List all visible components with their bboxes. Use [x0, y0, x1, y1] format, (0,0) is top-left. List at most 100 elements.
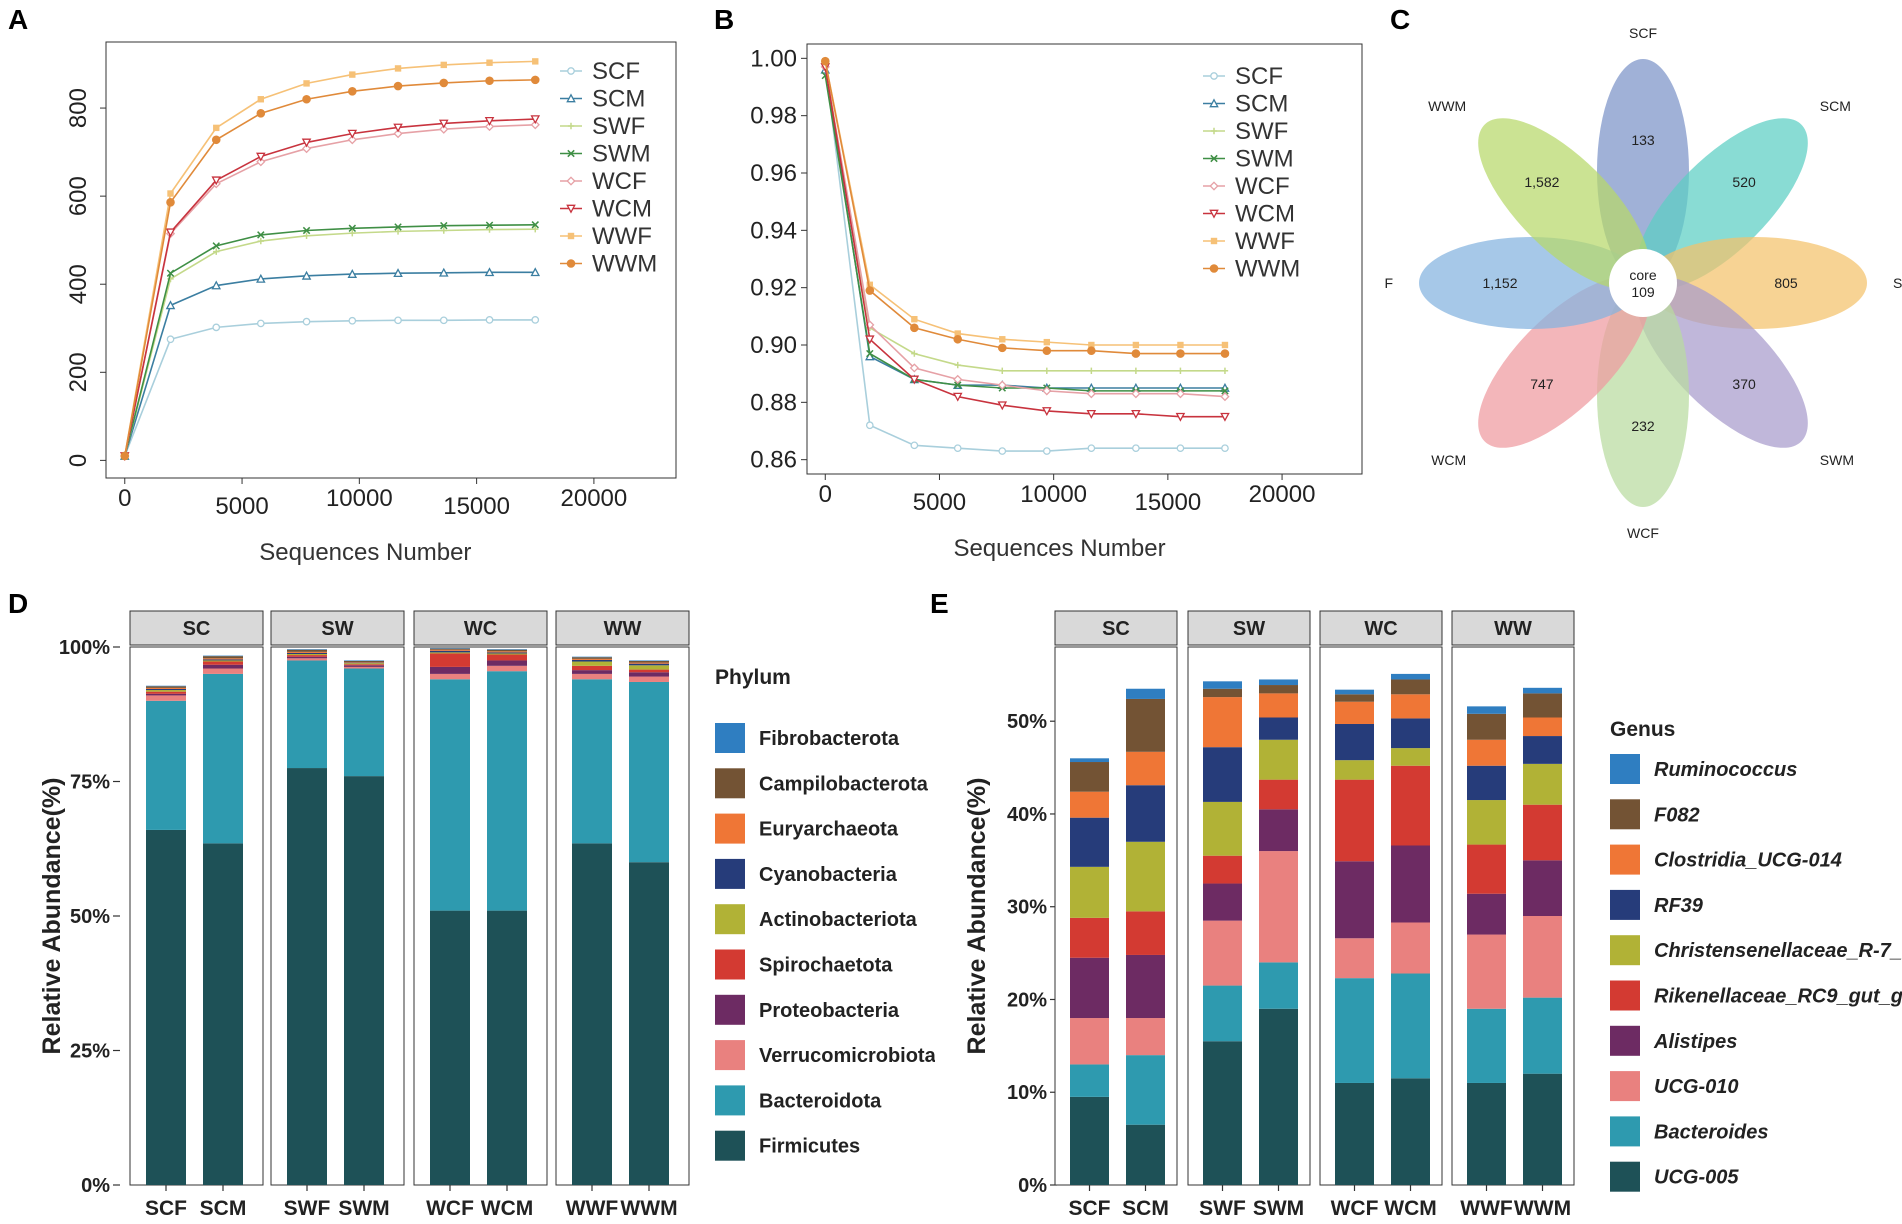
legend-label-scf: SCF: [592, 58, 640, 85]
data-point-scf: [910, 441, 919, 450]
data-point-wcf: [484, 121, 495, 132]
panel-letter-d: D: [8, 588, 29, 619]
y-tick-label: 0.92: [750, 275, 797, 302]
legend-label-wwf: WWF: [592, 223, 652, 250]
legend-label-alistipes: Alistipes: [1653, 1031, 1737, 1053]
bar-segment-wwm: [629, 660, 669, 663]
legend-label-wwm: WWM: [592, 251, 657, 278]
data-point-swf: [394, 228, 402, 235]
series-line-wwm: [123, 79, 536, 457]
data-point-scm: [211, 280, 222, 290]
x-tick-label: 15000: [443, 493, 510, 520]
data-point-scf: [531, 316, 540, 324]
bar-segment-wwf: [572, 670, 612, 674]
bar-segment-wcf: [1335, 701, 1374, 724]
bar-segment-scm: [1126, 698, 1165, 752]
data-point-swf: [1043, 367, 1051, 374]
legend-swatch-rf39: [1610, 889, 1640, 920]
bar-segment-swf: [287, 658, 327, 661]
legend-swatch-clostridia_ucg-014: [1610, 844, 1640, 875]
data-point-wwf: [213, 124, 220, 132]
legend-marker-swf: [567, 122, 575, 130]
data-point-scf: [485, 316, 494, 324]
facet-strip-wc: [1319, 610, 1443, 646]
bar-segment-swm: [1259, 1008, 1298, 1185]
series-line-swf: [824, 66, 1225, 372]
legend-marker-wwm: [566, 259, 576, 268]
y-tick-label: 20%: [1007, 989, 1047, 1011]
x-tick-label: 10000: [1020, 481, 1087, 508]
data-point-wcf: [530, 120, 540, 130]
petal-name-scm: SCM: [1820, 98, 1851, 114]
data-point-wwf: [1221, 341, 1229, 349]
data-point-wcm: [211, 176, 222, 186]
y-tick-label: 75%: [70, 772, 110, 794]
facet-label-sc: SC: [1102, 618, 1130, 640]
bar-segment-swf: [287, 660, 327, 769]
bar-segment-wcf: [430, 650, 470, 653]
x-tick-label-wcm: WCM: [481, 1197, 533, 1220]
bar-segment-wwm: [1523, 717, 1562, 737]
legend-marker-wwm: [1209, 264, 1219, 273]
bar-segment-wwm: [1523, 860, 1562, 916]
legend-label-wcm: WCM: [592, 196, 652, 223]
data-point-scf: [1042, 447, 1051, 455]
bar-segment-wwf: [1467, 713, 1506, 740]
legend-marker-wcf: [566, 176, 576, 186]
data-point-scf: [394, 316, 402, 325]
bar-segment-swf: [287, 656, 327, 659]
bar-segment-scf: [1070, 758, 1109, 763]
bar-segment-swf: [287, 649, 327, 652]
bar-segment-scm: [203, 843, 243, 1185]
bar-segment-swm: [344, 664, 384, 666]
bar-segment-swm: [344, 666, 384, 669]
data-point-wcm: [909, 375, 920, 385]
data-point-wcm: [1131, 409, 1141, 419]
bar-segment-wwf: [572, 659, 612, 662]
data-point-scf: [953, 444, 962, 453]
y-tick-label: 0.96: [750, 160, 797, 187]
petal-value-swf: 805: [1774, 275, 1798, 291]
petal-value-wwf: 1,152: [1482, 275, 1517, 291]
bar-segment-swf: [1203, 801, 1242, 856]
bar-segment-wwm: [629, 681, 669, 863]
bar-segment-wcf: [430, 910, 470, 1185]
x-tick-label: 10000: [326, 485, 393, 512]
data-point-wcm: [1175, 412, 1186, 422]
data-point-wcf: [301, 143, 312, 154]
x-tick-label-wcf: WCF: [426, 1197, 474, 1220]
bar-segment-scm: [1126, 751, 1165, 786]
data-point-swf: [999, 367, 1006, 374]
data-point-wcf: [1131, 389, 1141, 399]
data-point-wcm: [530, 115, 541, 125]
bar-segment-wwm: [1523, 997, 1562, 1074]
data-point-scm: [438, 267, 449, 277]
bar-segment-scm: [203, 658, 243, 660]
legend-marker-wcm: [566, 204, 576, 214]
legend-label-cyanobacteria: Cyanobacteria: [759, 864, 898, 886]
bar-segment-wcf: [1335, 779, 1374, 862]
petal-wwm: [1478, 118, 1650, 290]
data-point-wcm: [865, 335, 875, 345]
data-point-scf: [998, 447, 1007, 455]
petal-value-wwm: 1,582: [1524, 174, 1559, 190]
data-point-swm: [302, 226, 311, 235]
bar-segment-swf: [287, 653, 327, 656]
bar-segment-swf: [1203, 747, 1242, 802]
data-point-wcf: [439, 124, 449, 134]
bar-segment-swf: [287, 651, 327, 653]
data-point-scf: [865, 421, 874, 430]
data-point-wcm: [1086, 409, 1097, 419]
data-point-wcm: [438, 119, 449, 129]
bar-segment-scf: [146, 829, 186, 1185]
bar-segment-swf: [1203, 985, 1242, 1042]
bar-segment-swm: [1259, 717, 1298, 740]
data-point-wwf: [911, 316, 918, 323]
legend-marker-wcf: [1209, 181, 1219, 191]
bar-segment-swm: [344, 776, 384, 1185]
legend-label-actinobacteriota: Actinobacteriota: [759, 909, 918, 931]
data-point-swf: [1177, 367, 1184, 374]
bar-segment-wcm: [1391, 922, 1430, 974]
legend-label-wcf: WCF: [592, 168, 647, 195]
facet-strip-ww: [555, 610, 690, 646]
